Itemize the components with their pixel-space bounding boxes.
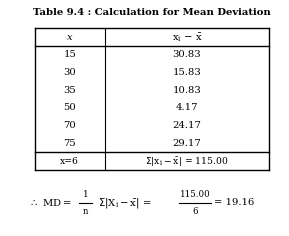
Text: 4.17: 4.17 xyxy=(176,103,198,113)
Text: 6: 6 xyxy=(192,207,198,216)
Text: = 19.16: = 19.16 xyxy=(214,198,254,207)
Text: 10.83: 10.83 xyxy=(173,86,201,95)
Text: 115.00: 115.00 xyxy=(180,190,210,199)
Text: 30.83: 30.83 xyxy=(173,50,201,59)
Text: 50: 50 xyxy=(63,103,76,113)
Text: 30: 30 xyxy=(63,68,76,77)
Text: 35: 35 xyxy=(63,86,76,95)
Text: x=6: x=6 xyxy=(60,156,79,166)
Text: 75: 75 xyxy=(63,139,76,148)
Text: 29.17: 29.17 xyxy=(173,139,201,148)
Text: x: x xyxy=(67,33,73,42)
Text: 1: 1 xyxy=(82,190,88,199)
Text: $\Sigma|\mathregular{X}_\mathregular{i} - \bar{\mathregular{x}}|$ =: $\Sigma|\mathregular{X}_\mathregular{i} … xyxy=(95,196,151,210)
Text: $\Sigma|\mathregular{x}_\mathregular{i}-\bar{\mathregular{x}}|$ = 115.00: $\Sigma|\mathregular{x}_\mathregular{i}-… xyxy=(145,155,229,168)
Text: x$_\mathregular{i}$ $-$ $\bar{\mathregular{x}}$: x$_\mathregular{i}$ $-$ $\bar{\mathregul… xyxy=(172,31,202,44)
Text: 15: 15 xyxy=(63,50,76,59)
Text: $\therefore$ MD$\,$=$\,$: $\therefore$ MD$\,$=$\,$ xyxy=(29,198,72,208)
Text: 70: 70 xyxy=(63,121,76,130)
Text: n: n xyxy=(83,207,88,216)
Text: 24.17: 24.17 xyxy=(173,121,201,130)
Text: Table 9.4 : Calculation for Mean Deviation: Table 9.4 : Calculation for Mean Deviati… xyxy=(33,8,271,17)
Text: 15.83: 15.83 xyxy=(173,68,201,77)
